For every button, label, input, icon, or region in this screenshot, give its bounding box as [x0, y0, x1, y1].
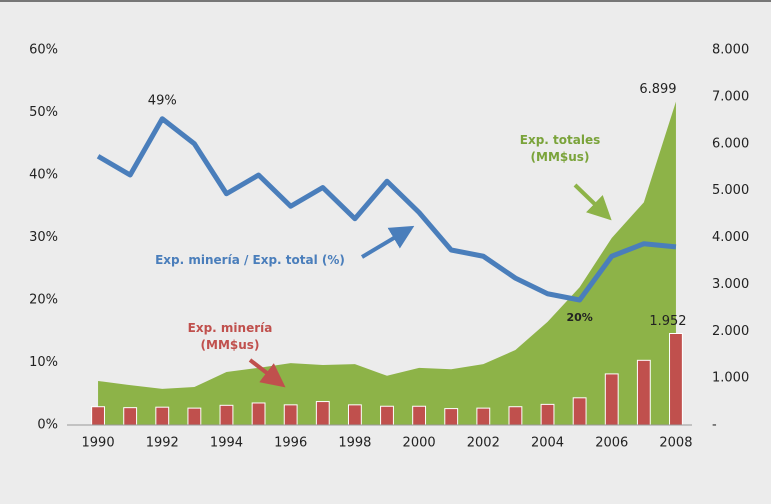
bar: [669, 333, 683, 426]
bar: [219, 404, 234, 426]
bar: [412, 405, 427, 426]
x-tick-label: 1992: [146, 436, 179, 451]
y2-tick-label: 3.000: [712, 277, 749, 292]
bar: [444, 408, 459, 426]
annotation: Exp. minería / Exp. total (%): [155, 253, 345, 267]
bar: [540, 403, 555, 426]
data-label: 1.952: [649, 314, 686, 329]
area: [98, 101, 676, 425]
y2-tick-label: -: [712, 418, 717, 433]
x-tick-label: 2006: [595, 436, 628, 451]
line: [96, 116, 677, 303]
annotation: Exp. totales (MM$us): [519, 133, 601, 164]
y2-tick-label: 6.000: [712, 136, 749, 151]
bar: [508, 406, 523, 426]
y2-tick-label: 8.000: [712, 43, 749, 58]
bar: [283, 404, 298, 426]
arrow: [360, 225, 415, 259]
bar: [380, 405, 394, 426]
bar: [315, 401, 330, 426]
bar: [476, 407, 491, 426]
bar: [572, 397, 587, 426]
y-tick-label: 60%: [29, 43, 58, 58]
y-tick-label: 30%: [29, 230, 58, 245]
y2-tick-label: 7.000: [712, 89, 749, 104]
x-tick-label: 1998: [338, 436, 371, 451]
y-tick-label: 50%: [29, 105, 58, 120]
bar: [91, 406, 105, 426]
y2-tick-label: 4.000: [712, 230, 749, 245]
x-tick-label: 1996: [274, 436, 307, 451]
data-label: 20%: [566, 311, 592, 324]
data-label: 49%: [148, 93, 177, 108]
arrow: [573, 183, 612, 221]
y2-tick-label: 1.000: [712, 371, 749, 386]
bar: [155, 406, 170, 426]
y2-tick-label: 2.000: [712, 324, 749, 339]
y-tick-label: 0%: [37, 418, 58, 433]
bar: [604, 373, 619, 426]
bar: [187, 407, 202, 426]
y-tick-label: 40%: [29, 168, 58, 183]
x-tick-label: 1990: [82, 436, 115, 451]
y-tick-label: 20%: [29, 293, 58, 308]
bar: [636, 359, 651, 426]
bar: [347, 404, 362, 426]
y-tick-label: 10%: [29, 355, 58, 370]
x-tick-label: 2008: [659, 436, 692, 451]
y2-tick-label: 5.000: [712, 183, 749, 198]
arrow: [248, 358, 286, 388]
x-tick-label: 2000: [403, 436, 436, 451]
x-tick-label: 2004: [531, 436, 564, 451]
x-tick-label: 2002: [467, 436, 500, 451]
bar: [251, 402, 266, 426]
x-tick-label: 1994: [210, 436, 243, 451]
data-label: 6.899: [639, 82, 676, 97]
bar: [123, 407, 138, 426]
annotation: Exp. minería (MM$us): [187, 321, 273, 352]
